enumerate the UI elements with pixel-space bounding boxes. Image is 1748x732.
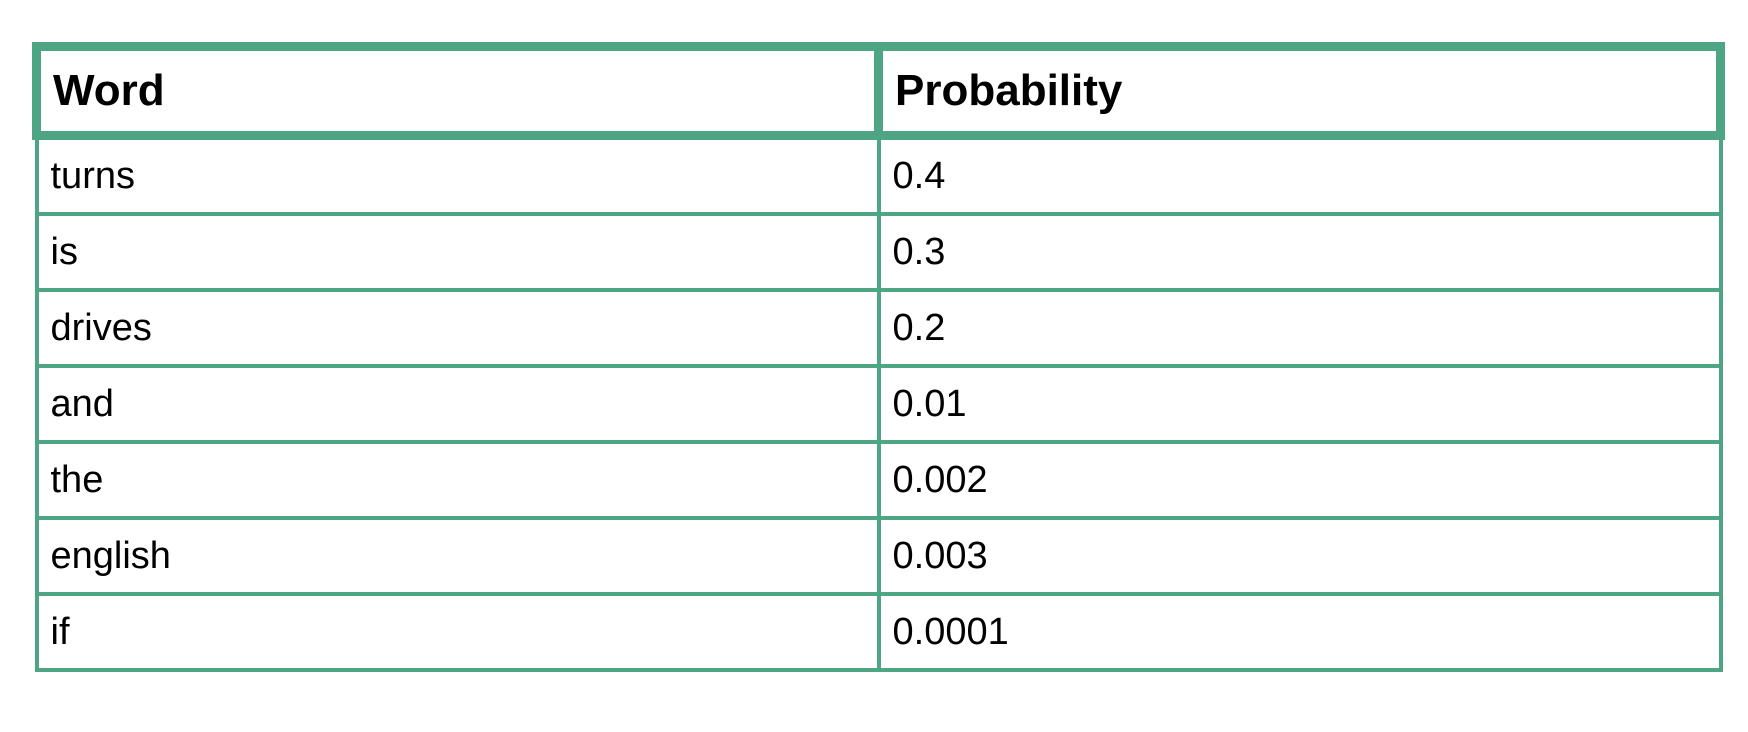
word-cell: english <box>34 516 881 596</box>
table-row: english 0.003 <box>34 516 1723 596</box>
probability-cell: 0.01 <box>876 364 1723 444</box>
probability-cell: 0.0001 <box>876 592 1723 672</box>
table-row: if 0.0001 <box>34 592 1723 672</box>
table-body: turns 0.4 is 0.3 drives 0.2 and 0.01 the… <box>34 133 1723 672</box>
header-probability: Probability <box>874 42 1725 140</box>
word-cell: turns <box>34 133 881 216</box>
table-header: Word Probability <box>32 42 1725 140</box>
word-cell: the <box>34 440 881 520</box>
word-cell: and <box>34 364 881 444</box>
header-word: Word <box>32 42 883 140</box>
probability-cell: 0.2 <box>876 288 1723 368</box>
word-cell: drives <box>34 288 881 368</box>
probability-cell: 0.3 <box>876 212 1723 292</box>
probability-cell: 0.003 <box>876 516 1723 596</box>
table-row: and 0.01 <box>34 364 1723 444</box>
table-row: is 0.3 <box>34 212 1723 292</box>
table-row: drives 0.2 <box>34 288 1723 368</box>
header-row: Word Probability <box>32 42 1725 140</box>
word-cell: if <box>34 592 881 672</box>
word-probability-table: Word Probability turns 0.4 is 0.3 drives… <box>32 42 1725 672</box>
table-row: the 0.002 <box>34 440 1723 520</box>
probability-cell: 0.4 <box>876 133 1723 216</box>
word-probability-table-container: Word Probability turns 0.4 is 0.3 drives… <box>32 42 1725 672</box>
table-row: turns 0.4 <box>34 133 1723 216</box>
probability-cell: 0.002 <box>876 440 1723 520</box>
word-cell: is <box>34 212 881 292</box>
